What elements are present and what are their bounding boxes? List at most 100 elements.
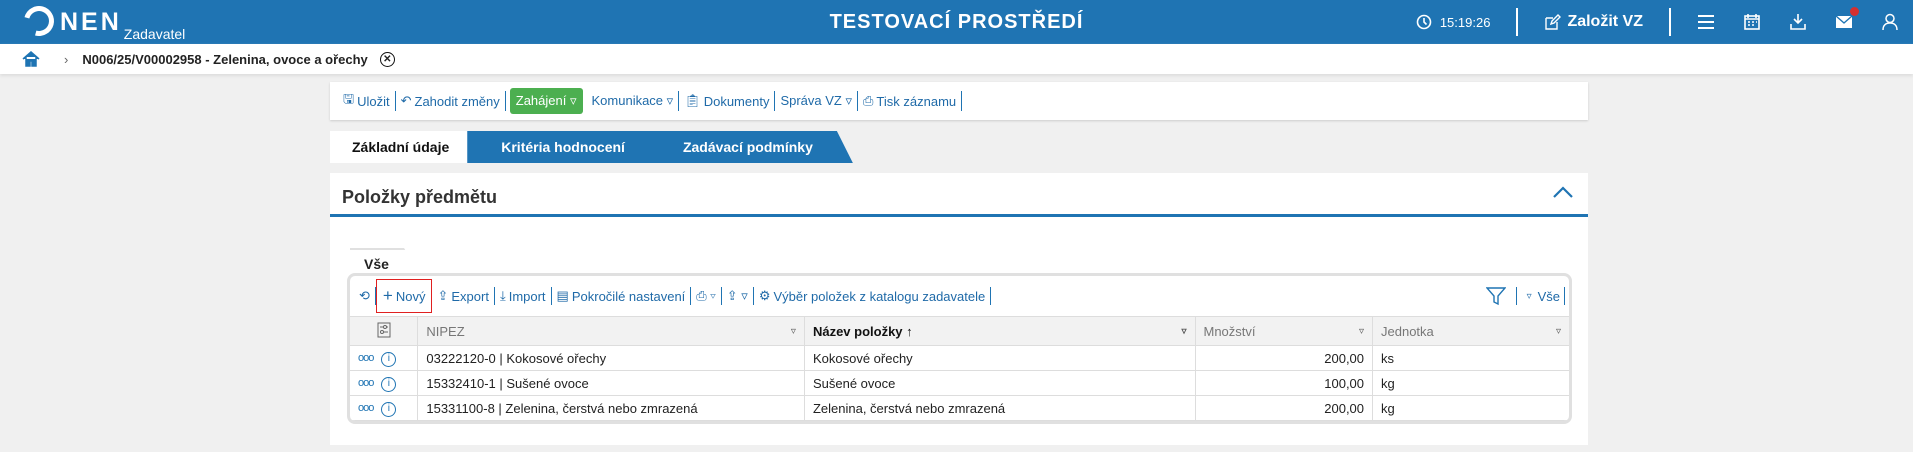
- print-button[interactable]: ⎙ Tisk záznamu: [858, 91, 963, 111]
- divider: [330, 214, 1588, 217]
- chevron-right-icon: ›: [64, 51, 69, 67]
- filter-triangle-icon[interactable]: ▿: [790, 325, 796, 337]
- filter-all-dropdown[interactable]: Vše: [1537, 288, 1560, 304]
- start-dropdown[interactable]: Zahájení ▿: [509, 88, 583, 114]
- filter-icon[interactable]: [1485, 286, 1506, 306]
- cell-quantity: 200,00: [1195, 395, 1374, 421]
- printer-icon: ⎙: [863, 93, 874, 108]
- download-button[interactable]: [1789, 13, 1807, 31]
- export-dropdown[interactable]: ⇪ ▿: [722, 287, 754, 305]
- cell-quantity: 200,00: [1195, 345, 1374, 371]
- close-icon[interactable]: ✕: [379, 51, 395, 67]
- documents-button[interactable]: 📋︎ Dokumenty: [679, 91, 776, 111]
- more-icon[interactable]: ooo: [358, 377, 374, 389]
- advanced-settings-button[interactable]: ▤ Pokročilé nastavení: [552, 287, 692, 305]
- menu-button[interactable]: [1697, 14, 1715, 30]
- tab-basic-info[interactable]: Základní údaje: [330, 131, 483, 163]
- column-label: Jednotka: [1381, 323, 1434, 339]
- column-unit[interactable]: Jednotka ▿: [1372, 316, 1569, 346]
- filter-triangle-icon[interactable]: ▿: [1358, 325, 1365, 337]
- save-button[interactable]: 🖫 Uložit: [338, 91, 396, 111]
- user-button[interactable]: [1881, 13, 1899, 31]
- catalog-icon: ⚙: [758, 288, 771, 303]
- breadcrumb: › N006/25/V00002958 - Zelenina, ovoce a …: [0, 44, 1913, 74]
- subtab-all[interactable]: Vše: [350, 248, 420, 274]
- clipboard-icon: 📋︎: [684, 93, 701, 108]
- tab-tender-conditions[interactable]: Zadávací podmínky: [649, 131, 853, 163]
- column-label: Název položky: [812, 323, 903, 339]
- triangle-down-icon: ▿: [1526, 290, 1532, 302]
- print-dropdown[interactable]: ⎙ ▿: [691, 287, 722, 305]
- more-icon[interactable]: ooo: [358, 402, 374, 414]
- discard-button[interactable]: ↶ Zahodit změny: [396, 91, 506, 111]
- save-icon: 🖫: [343, 91, 355, 106]
- hamburger-icon: [1698, 15, 1714, 29]
- app-header: NEN Zadavatel TESTOVACÍ PROSTŘEDÍ 15:19:…: [0, 0, 1913, 44]
- discard-label: Zahodit změny: [414, 93, 500, 109]
- print-label: Tisk záznamu: [876, 93, 957, 109]
- column-label: Množství: [1203, 323, 1256, 339]
- printer-icon: ⎙ ▿: [696, 288, 716, 303]
- table-row[interactable]: ooo i 15331100-8 | Zelenina, čerstvá nebo…: [350, 395, 1569, 421]
- logo-subtitle: Zadavatel: [123, 26, 186, 42]
- cell-nipez: 15331100-8 | Zelenina, čerstvá nebo zmra…: [417, 395, 805, 421]
- cell-nipez: 15332410-1 | Sušené ovoce: [417, 370, 805, 396]
- import-button[interactable]: ⤓ Import: [495, 287, 552, 305]
- share-icon: ⇪: [437, 288, 449, 303]
- cell-unit: ks: [1372, 345, 1569, 371]
- calendar-icon: [1744, 14, 1760, 30]
- cell-name: Kokosové ořechy: [804, 345, 1196, 371]
- cell-quantity: 100,00: [1195, 370, 1374, 396]
- cell-unit: kg: [1372, 395, 1569, 421]
- chevron-up-icon[interactable]: [1552, 185, 1574, 204]
- save-label: Uložit: [357, 93, 390, 109]
- calendar-button[interactable]: [1743, 13, 1761, 31]
- manage-dropdown[interactable]: Správa VZ ▿: [775, 91, 859, 111]
- refresh-icon[interactable]: ⟲: [354, 287, 376, 305]
- main-toolbar: 🖫 Uložit ↶ Zahodit změny Zahájení ▿ Komuni…: [330, 82, 1588, 120]
- logo[interactable]: NEN Zadavatel: [18, 0, 186, 42]
- messages-button[interactable]: [1835, 7, 1859, 29]
- clipboard-icon: ▤: [556, 288, 569, 303]
- cell-name: Zelenina, čerstvá nebo zmrazená: [804, 395, 1196, 421]
- column-quantity[interactable]: Množství ▿: [1195, 316, 1374, 346]
- advanced-label: Pokročilé nastavení: [571, 288, 686, 304]
- panel-title: Položky předmětu: [342, 187, 498, 207]
- info-icon[interactable]: i: [381, 402, 397, 417]
- create-vz-label: Založit VZ: [1567, 13, 1643, 30]
- export-label: Export: [451, 288, 489, 304]
- home-icon[interactable]: [22, 51, 40, 67]
- logo-text: NEN: [60, 8, 122, 36]
- new-button[interactable]: + Nový: [375, 279, 433, 313]
- column-settings-button[interactable]: [350, 316, 419, 346]
- undo-icon: ↶: [400, 93, 412, 108]
- cell-name: Sušené ovoce: [804, 370, 1196, 396]
- export-button[interactable]: ⇪ Export: [432, 287, 495, 305]
- clock: 15:19:26: [1416, 14, 1490, 30]
- filter-triangle-icon[interactable]: ▿: [1181, 325, 1187, 337]
- column-nipez[interactable]: NIPEZ ▿: [417, 316, 805, 346]
- items-panel: Položky předmětu Vše ⟲ + Nový ⇪ Export ⤓ Im…: [330, 173, 1588, 445]
- user-icon: [1882, 13, 1898, 31]
- divider: [1564, 287, 1565, 305]
- divider: [1516, 8, 1519, 36]
- table-row[interactable]: ooo i 15332410-1 | Sušené ovoce Sušené ov…: [350, 370, 1569, 396]
- download-icon: [1790, 14, 1806, 30]
- cell-unit: kg: [1372, 370, 1569, 396]
- table-row[interactable]: ooo i 03222120-0 | Kokosové ořechy Kokoso…: [350, 345, 1569, 371]
- divider: [1515, 287, 1517, 305]
- tab-evaluation-criteria[interactable]: Kritéria hodnocení: [467, 131, 665, 163]
- notification-dot: [1850, 7, 1859, 16]
- communication-dropdown[interactable]: Komunikace ▿: [587, 91, 680, 111]
- info-icon[interactable]: i: [381, 352, 397, 367]
- info-icon[interactable]: i: [381, 377, 397, 392]
- create-vz-button[interactable]: Založit VZ: [1544, 13, 1643, 31]
- mail-icon: [1835, 15, 1853, 28]
- cell-nipez: 03222120-0 | Kokosové ořechy: [417, 345, 805, 371]
- catalog-button[interactable]: ⚙ Výběr položek z katalogu zadavatele: [754, 287, 992, 305]
- breadcrumb-item[interactable]: N006/25/V00002958 - Zelenina, ovoce a oř…: [82, 51, 368, 67]
- column-name[interactable]: Název položky ↑ ▿: [804, 316, 1196, 346]
- filter-triangle-icon[interactable]: ▿: [1555, 325, 1561, 337]
- sort-asc-icon: ↑: [906, 323, 913, 339]
- more-icon[interactable]: ooo: [358, 352, 374, 364]
